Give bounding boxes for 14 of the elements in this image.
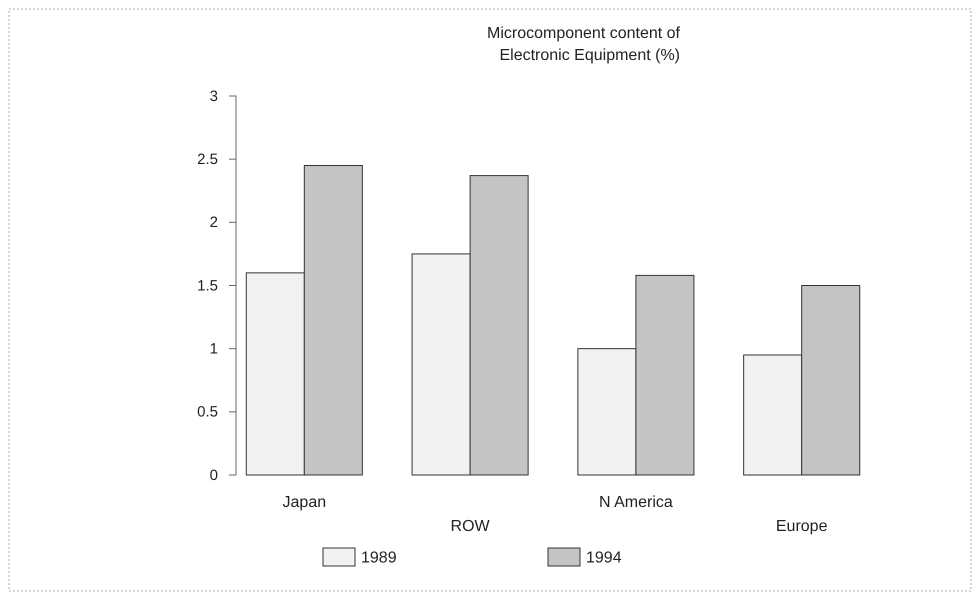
x-tick-label: Europe bbox=[776, 518, 828, 535]
y-tick-label: 1.5 bbox=[197, 277, 218, 294]
y-tick-label: 1 bbox=[210, 340, 218, 358]
legend-label: 1989 bbox=[361, 550, 397, 567]
legend-label: 1994 bbox=[586, 550, 622, 567]
chart-title: Microcomponent content of Electronic Equipment (%) bbox=[487, 25, 681, 64]
x-tick-label: ROW bbox=[450, 518, 491, 535]
y-tick-label: 0 bbox=[210, 466, 218, 484]
y-tick-label: 3 bbox=[210, 88, 218, 105]
y-tick-label: 2.5 bbox=[197, 150, 218, 168]
y-tick-label: 0.5 bbox=[197, 404, 218, 421]
x-tick-label: Japan bbox=[282, 494, 326, 511]
y-tick-label: 2 bbox=[210, 214, 218, 232]
x-tick-label: N America bbox=[598, 494, 673, 511]
